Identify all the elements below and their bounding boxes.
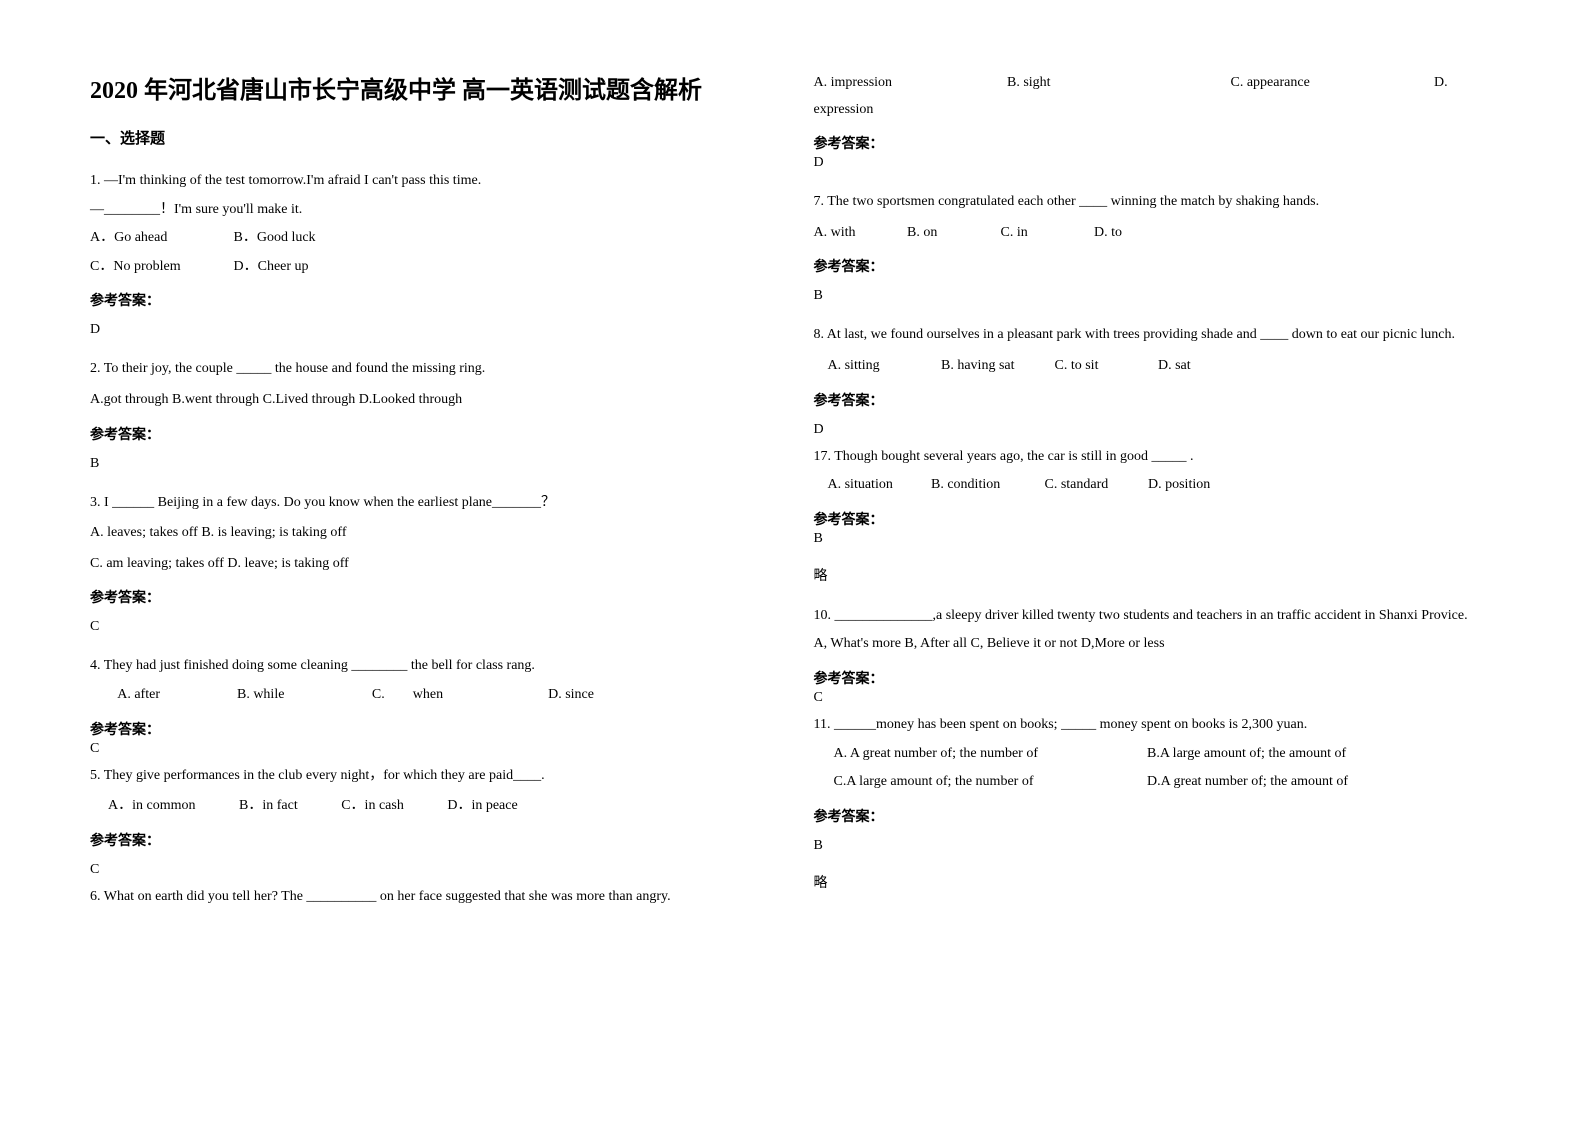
q8-optC: C. to sit bbox=[1055, 353, 1155, 380]
q7-answer: B bbox=[814, 288, 1498, 304]
q1-line2: —________！I'm sure you'll make it. bbox=[90, 197, 754, 224]
q1-opts-row1: A．Go ahead B．Good luck bbox=[90, 225, 754, 252]
q11-row2: C.A large amount of; the number of D.A g… bbox=[814, 769, 1498, 796]
q1-answer-label: 参考答案： bbox=[90, 290, 754, 310]
q4-answer-label: 参考答案： bbox=[90, 719, 754, 739]
section-header: 一、选择题 bbox=[90, 127, 754, 148]
q8-opts: A. sitting B. having sat C. to sit D. sa… bbox=[814, 353, 1498, 380]
q11-optA: A. A great number of; the number of bbox=[834, 741, 1144, 768]
question-10: 10. ______________,a sleepy driver kille… bbox=[814, 603, 1498, 706]
q11-text: 11. ______money has been spent on books;… bbox=[814, 712, 1498, 739]
q11-answer: B bbox=[814, 838, 1498, 854]
q6-optC: C. appearance bbox=[1231, 70, 1371, 97]
question-7: 7. The two sportsmen congratulated each … bbox=[814, 189, 1498, 304]
q4-opts: A. after B. while C. when D. since bbox=[90, 682, 754, 709]
q8-text: 8. At last, we found ourselves in a plea… bbox=[814, 322, 1498, 349]
q1-optC: C．No problem bbox=[90, 254, 230, 281]
q11-row1: A. A great number of; the number of B.A … bbox=[814, 741, 1498, 768]
q8-optB: B. having sat bbox=[941, 353, 1051, 380]
q10-answer-label: 参考答案： bbox=[814, 668, 1498, 688]
q9-text: 17. Though bought several years ago, the… bbox=[814, 444, 1498, 471]
q2-text: 2. To their joy, the couple _____ the ho… bbox=[90, 356, 754, 383]
q1-line1: 1. —I'm thinking of the test tomorrow.I'… bbox=[90, 168, 754, 195]
question-3: 3. I ______ Beijing in a few days. Do yo… bbox=[90, 490, 754, 636]
q8-answer-label: 参考答案： bbox=[814, 390, 1498, 410]
q10-text: 10. ______________,a sleepy driver kille… bbox=[814, 603, 1498, 630]
q1-optD: D．Cheer up bbox=[234, 259, 309, 274]
question-4: 4. They had just finished doing some cle… bbox=[90, 653, 754, 756]
q4-answer: C bbox=[90, 741, 754, 757]
q1-optB: B．Good luck bbox=[234, 230, 316, 245]
q5-answer-label: 参考答案： bbox=[90, 830, 754, 850]
q11-answer-label: 参考答案： bbox=[814, 806, 1498, 826]
q8-optA: A. sitting bbox=[828, 353, 938, 380]
q7-answer-label: 参考答案： bbox=[814, 256, 1498, 276]
q9-optC: C. standard bbox=[1045, 472, 1145, 499]
page-title: 2020 年河北省唐山市长宁高级中学 高一英语测试题含解析 bbox=[90, 70, 754, 105]
q3-text: 3. I ______ Beijing in a few days. Do yo… bbox=[90, 490, 754, 517]
question-11: 11. ______money has been spent on books;… bbox=[814, 712, 1498, 892]
q9-omit: 略 bbox=[814, 565, 1498, 585]
question-1: 1. —I'm thinking of the test tomorrow.I'… bbox=[90, 168, 754, 338]
q6-answer-label: 参考答案： bbox=[814, 133, 1498, 153]
q1-optA: A．Go ahead bbox=[90, 225, 230, 252]
right-column: A. impression B. sight C. appearance D. … bbox=[794, 0, 1587, 1122]
q9-answer: B bbox=[814, 531, 1498, 547]
q8-answer: D bbox=[814, 422, 1498, 438]
q5-opts: A．in common B．in fact C．in cash D．in pea… bbox=[90, 793, 754, 820]
q9-optB: B. condition bbox=[931, 472, 1041, 499]
q11-optC: C.A large amount of; the number of bbox=[834, 769, 1144, 796]
q9-answer-label: 参考答案： bbox=[814, 509, 1498, 529]
q4-text: 4. They had just finished doing some cle… bbox=[90, 653, 754, 680]
question-8: 8. At last, we found ourselves in a plea… bbox=[814, 322, 1498, 437]
q7-text: 7. The two sportsmen congratulated each … bbox=[814, 189, 1498, 216]
q10-answer: C bbox=[814, 690, 1498, 706]
q5-optC: C．in cash bbox=[341, 798, 404, 813]
q6-optB: B. sight bbox=[1007, 70, 1167, 97]
q3-answer-label: 参考答案： bbox=[90, 587, 754, 607]
q6-opts: A. impression B. sight C. appearance D. … bbox=[814, 70, 1498, 123]
q7-optC: C. in bbox=[1001, 220, 1091, 247]
q2-answer: B bbox=[90, 456, 754, 472]
q11-optB: B.A large amount of; the amount of bbox=[1147, 746, 1346, 761]
q8-optD: D. sat bbox=[1158, 358, 1191, 373]
q7-opts: A. with B. on C. in D. to bbox=[814, 220, 1498, 247]
q9-optD: D. position bbox=[1148, 477, 1210, 492]
q5-optA: A．in common bbox=[108, 798, 196, 813]
q7-optB: B. on bbox=[907, 220, 997, 247]
q11-optD: D.A great number of; the amount of bbox=[1147, 774, 1348, 789]
q7-optD: D. to bbox=[1094, 225, 1122, 240]
q3-row2: C. am leaving; takes off D. leave; is ta… bbox=[90, 551, 754, 578]
q5-text: 5. They give performances in the club ev… bbox=[90, 763, 754, 790]
question-5: 5. They give performances in the club ev… bbox=[90, 763, 754, 878]
q3-row1: A. leaves; takes off B. is leaving; is t… bbox=[90, 520, 754, 547]
q1-answer: D bbox=[90, 322, 754, 338]
q5-optB: B．in fact bbox=[239, 798, 298, 813]
left-column: 2020 年河北省唐山市长宁高级中学 高一英语测试题含解析 一、选择题 1. —… bbox=[0, 0, 794, 1122]
q5-answer: C bbox=[90, 862, 754, 878]
question-6-continued: A. impression B. sight C. appearance D. … bbox=[814, 70, 1498, 171]
q10-opts: A, What's more B, After all C, Believe i… bbox=[814, 631, 1498, 658]
q2-answer-label: 参考答案： bbox=[90, 424, 754, 444]
q11-omit: 略 bbox=[814, 872, 1498, 892]
q9-opts: A. situation B. condition C. standard D.… bbox=[814, 472, 1498, 499]
q1-opts-row2: C．No problem D．Cheer up bbox=[90, 254, 754, 281]
q6-answer: D bbox=[814, 155, 1498, 171]
q2-opts: A.got through B.went through C.Lived thr… bbox=[90, 387, 754, 414]
question-17: 17. Though bought several years ago, the… bbox=[814, 444, 1498, 585]
q7-optA: A. with bbox=[814, 220, 904, 247]
q6-optA: A. impression bbox=[814, 70, 944, 97]
q3-answer: C bbox=[90, 619, 754, 635]
q5-optD: D．in peace bbox=[447, 798, 517, 813]
q9-optA: A. situation bbox=[828, 472, 928, 499]
question-2: 2. To their joy, the couple _____ the ho… bbox=[90, 356, 754, 471]
q6-text: 6. What on earth did you tell her? The _… bbox=[90, 884, 754, 911]
